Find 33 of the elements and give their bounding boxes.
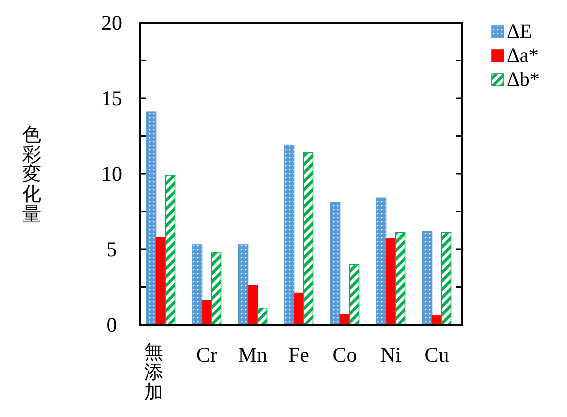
y-axis-title: 色彩変化量 <box>22 124 42 226</box>
bar <box>165 175 176 326</box>
x-tick-label: Co <box>332 343 358 367</box>
legend-label: ΔE <box>507 21 532 43</box>
bar <box>257 308 268 326</box>
bar <box>303 152 314 326</box>
bar <box>146 112 157 326</box>
bar <box>376 198 387 326</box>
y-tick-label: 5 <box>106 238 118 262</box>
bar <box>248 285 258 326</box>
bar <box>422 230 433 326</box>
bar <box>192 244 203 326</box>
x-tick-label: Cu <box>424 343 450 367</box>
bar <box>238 244 249 326</box>
bar <box>386 238 396 326</box>
bar <box>441 232 452 326</box>
bar <box>395 232 406 326</box>
y-tick-label: 10 <box>102 162 122 186</box>
bar <box>349 264 360 326</box>
bar <box>211 252 222 326</box>
legend-label: Δa* <box>507 45 539 67</box>
y-tick-label: 0 <box>106 313 118 337</box>
x-tick-label: 無添加 <box>144 342 164 404</box>
bar <box>284 144 295 326</box>
x-tick-label: Fe <box>288 343 310 367</box>
x-tick-label: Cr <box>196 343 218 367</box>
y-tick-label: 20 <box>102 11 122 35</box>
y-tick-label: 15 <box>102 86 122 110</box>
bar <box>156 237 166 326</box>
x-tick-label: Mn <box>238 343 268 367</box>
legend-label: Δb* <box>507 69 540 91</box>
bar <box>330 202 341 326</box>
x-tick-label: Ni <box>380 343 402 367</box>
